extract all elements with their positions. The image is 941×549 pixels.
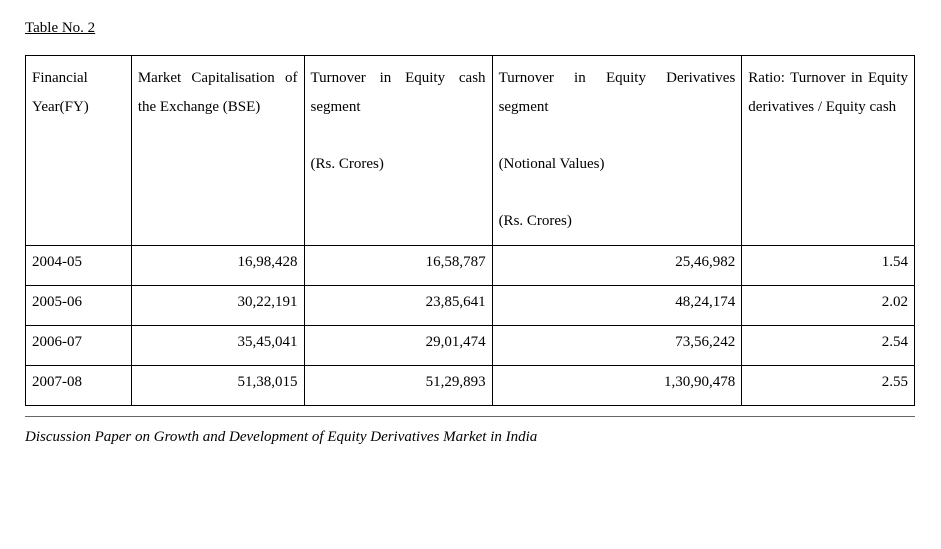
table-row: 2007-08 51,38,015 51,29,893 1,30,90,478 … (26, 366, 915, 406)
cell-cash: 29,01,474 (304, 326, 492, 366)
table-title: Table No. 2 (25, 20, 916, 37)
header-turnover-deriv: Turnover in Equity Derivatives segment (… (492, 56, 742, 246)
header-turnover-cash-main: Turnover in Equity cash segment (311, 70, 486, 115)
header-market-cap: Market Capitalisation of the Exchange (B… (131, 56, 304, 246)
cell-deriv: 73,56,242 (492, 326, 742, 366)
cell-mcap: 16,98,428 (131, 246, 304, 286)
cell-ratio: 1.54 (742, 246, 915, 286)
cell-mcap: 35,45,041 (131, 326, 304, 366)
header-ratio: Ratio: Turnover in Equity derivatives / … (742, 56, 915, 246)
cell-deriv: 25,46,982 (492, 246, 742, 286)
cell-cash: 23,85,641 (304, 286, 492, 326)
cell-year: 2007-08 (26, 366, 132, 406)
cell-year: 2006-07 (26, 326, 132, 366)
cell-mcap: 51,38,015 (131, 366, 304, 406)
cell-cash: 16,58,787 (304, 246, 492, 286)
header-turnover-deriv-sub2: (Rs. Crores) (499, 213, 572, 229)
header-turnover-deriv-main: Turnover in Equity Derivatives segment (499, 70, 736, 115)
header-turnover-cash-sub: (Rs. Crores) (311, 156, 384, 172)
cell-ratio: 2.54 (742, 326, 915, 366)
cell-ratio: 2.55 (742, 366, 915, 406)
header-turnover-cash: Turnover in Equity cash segment (Rs. Cro… (304, 56, 492, 246)
cell-mcap: 30,22,191 (131, 286, 304, 326)
cell-deriv: 48,24,174 (492, 286, 742, 326)
data-table: Financial Year(FY) Market Capitalisation… (25, 55, 915, 406)
cell-cash: 51,29,893 (304, 366, 492, 406)
cell-deriv: 1,30,90,478 (492, 366, 742, 406)
table-row: 2004-05 16,98,428 16,58,787 25,46,982 1.… (26, 246, 915, 286)
table-row: 2006-07 35,45,041 29,01,474 73,56,242 2.… (26, 326, 915, 366)
cell-year: 2004-05 (26, 246, 132, 286)
separator-line (25, 416, 915, 417)
cell-year: 2005-06 (26, 286, 132, 326)
cell-ratio: 2.02 (742, 286, 915, 326)
table-row: 2005-06 30,22,191 23,85,641 48,24,174 2.… (26, 286, 915, 326)
table-header-row: Financial Year(FY) Market Capitalisation… (26, 56, 915, 246)
header-financial-year: Financial Year(FY) (26, 56, 132, 246)
footer-text: Discussion Paper on Growth and Developme… (25, 429, 916, 446)
header-turnover-deriv-sub1: (Notional Values) (499, 156, 605, 172)
